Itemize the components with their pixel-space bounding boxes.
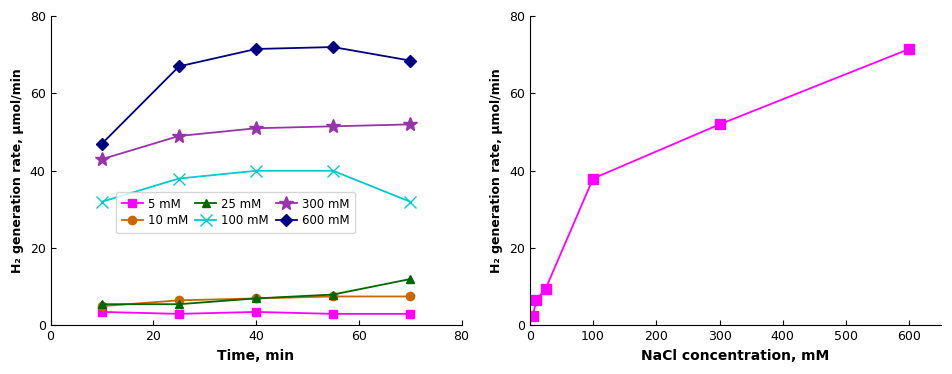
Y-axis label: H₂ generation rate, μmol/min: H₂ generation rate, μmol/min	[11, 68, 24, 273]
Line: 100 mM: 100 mM	[96, 165, 416, 207]
5 mM	[173, 312, 185, 316]
5 mM	[250, 310, 262, 314]
100 mM	[96, 199, 108, 204]
10 mM	[173, 298, 185, 303]
600 mM	[250, 47, 262, 51]
X-axis label: NaCl concentration, mM: NaCl concentration, mM	[642, 349, 829, 363]
25 mM	[405, 277, 416, 281]
600 mM	[405, 58, 416, 63]
5 mM	[96, 310, 108, 314]
100 mM	[173, 176, 185, 181]
Line: 600 mM: 600 mM	[98, 43, 414, 148]
10 mM	[327, 294, 339, 299]
600 mM	[327, 45, 339, 49]
100 mM	[327, 169, 339, 173]
300 mM	[250, 126, 262, 131]
5 mM	[327, 312, 339, 316]
Line: 25 mM: 25 mM	[98, 275, 414, 309]
25 mM	[250, 296, 262, 301]
25 mM	[96, 302, 108, 306]
Line: 10 mM: 10 mM	[98, 292, 414, 310]
100 mM	[250, 169, 262, 173]
X-axis label: Time, min: Time, min	[217, 349, 294, 363]
300 mM	[405, 122, 416, 127]
300 mM	[327, 124, 339, 129]
10 mM	[250, 296, 262, 301]
600 mM	[173, 64, 185, 68]
Legend: 5 mM, 10 mM, 25 mM, 100 mM, 300 mM, 600 mM: 5 mM, 10 mM, 25 mM, 100 mM, 300 mM, 600 …	[116, 191, 355, 233]
5 mM	[405, 312, 416, 316]
10 mM	[405, 294, 416, 299]
10 mM	[96, 304, 108, 309]
600 mM	[96, 141, 108, 146]
100 mM	[405, 199, 416, 204]
300 mM	[173, 134, 185, 138]
25 mM	[327, 292, 339, 297]
Line: 300 mM: 300 mM	[95, 117, 417, 166]
300 mM	[96, 157, 108, 162]
25 mM	[173, 302, 185, 306]
Line: 5 mM: 5 mM	[98, 308, 414, 318]
Y-axis label: H₂ generation rate, μmol/min: H₂ generation rate, μmol/min	[490, 68, 504, 273]
